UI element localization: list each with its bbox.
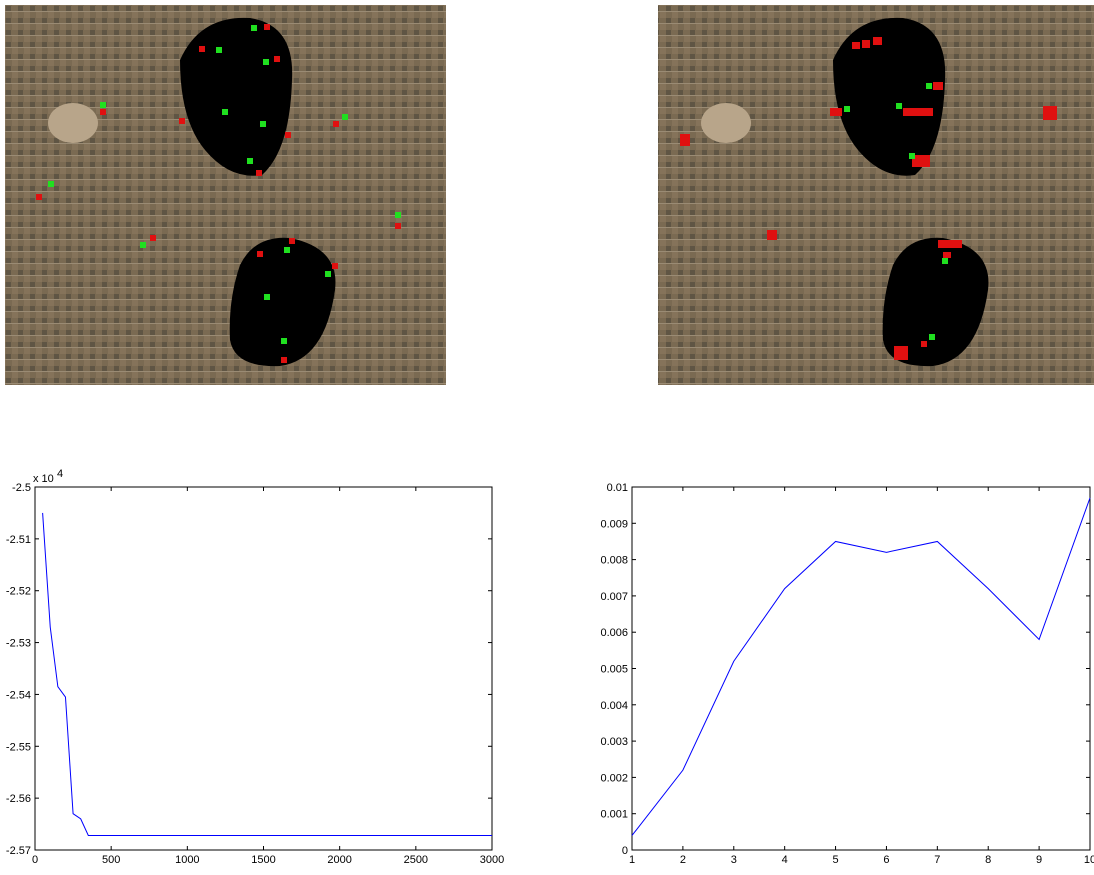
y-tick-label: -2.53 — [6, 638, 31, 650]
y-tick-label: 0 — [622, 845, 628, 857]
satellite-image-left — [5, 5, 446, 385]
y-tick-label: 0.008 — [600, 555, 628, 567]
x-tick-label: 7 — [934, 854, 940, 866]
x-tick-label: 0 — [32, 854, 38, 866]
y-tick-label: 0.009 — [600, 518, 628, 530]
y-tick-label: -2.52 — [6, 586, 31, 598]
y-tick-label: -2.54 — [6, 689, 31, 701]
x-tick-label: 5 — [832, 854, 838, 866]
x-tick-label: 10 — [1084, 854, 1094, 866]
x-tick-label: 2 — [680, 854, 686, 866]
y-tick-label: 0.01 — [607, 482, 628, 494]
y-tick-label: 0.002 — [600, 772, 628, 784]
x-tick-label: 3000 — [480, 854, 504, 866]
y-tick-label: -2.57 — [6, 845, 31, 857]
y-tick-label: 0.004 — [600, 700, 628, 712]
y-exponent-label: x 10 — [33, 473, 54, 485]
y-tick-label: 0.005 — [600, 664, 628, 676]
page: 050010001500200025003000-2.57-2.56-2.55-… — [0, 0, 1094, 875]
y-tick-label: 0.003 — [600, 736, 628, 748]
y-tick-label: -2.55 — [6, 741, 31, 753]
x-tick-label: 500 — [102, 854, 120, 866]
axes-box — [35, 487, 492, 850]
x-tick-label: 4 — [782, 854, 788, 866]
axes-box — [632, 487, 1090, 850]
x-tick-label: 1 — [629, 854, 635, 866]
y-tick-label: -2.56 — [6, 793, 31, 805]
x-tick-label: 1000 — [175, 854, 199, 866]
y-tick-label: 0.007 — [600, 591, 628, 603]
figure: 050010001500200025003000-2.57-2.56-2.55-… — [0, 0, 1094, 875]
x-tick-label: 8 — [985, 854, 991, 866]
x-tick-label: 2500 — [404, 854, 428, 866]
y-tick-label: -2.51 — [6, 534, 31, 546]
y-exponent-power: 4 — [57, 468, 63, 480]
x-tick-label: 6 — [883, 854, 889, 866]
y-tick-label: 0.006 — [600, 627, 628, 639]
y-tick-label: -2.5 — [12, 482, 31, 494]
x-tick-label: 2000 — [327, 854, 351, 866]
x-tick-label: 9 — [1036, 854, 1042, 866]
y-tick-label: 0.001 — [600, 809, 628, 821]
x-tick-label: 3 — [731, 854, 737, 866]
satellite-image-right — [658, 5, 1094, 385]
x-tick-label: 1500 — [251, 854, 275, 866]
